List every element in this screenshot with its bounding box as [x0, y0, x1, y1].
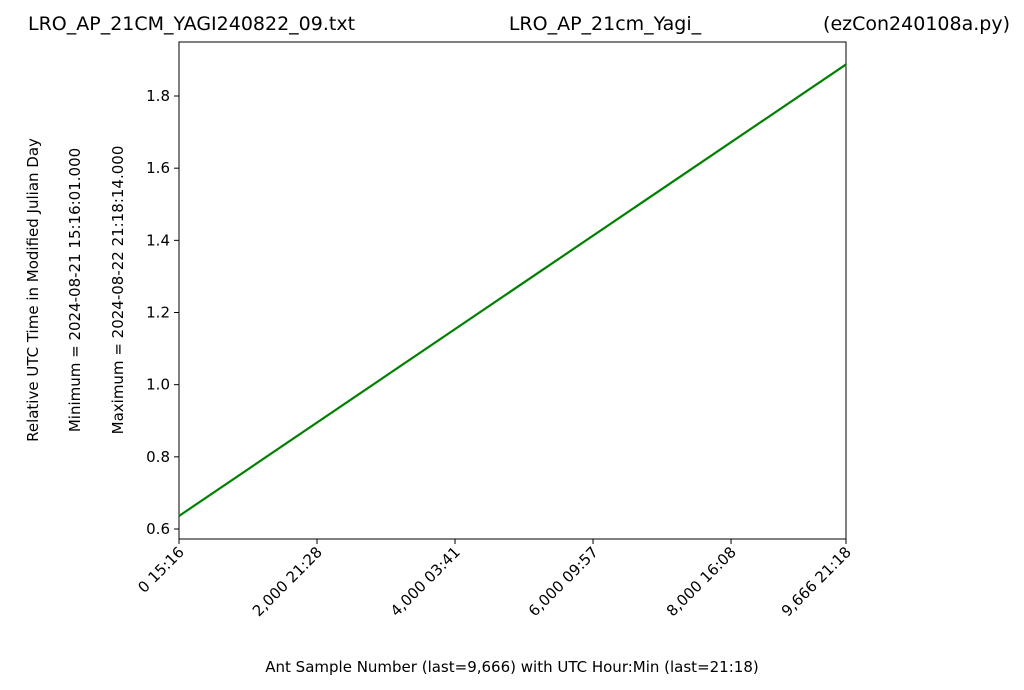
title-center: LRO_AP_21cm_Yagi_ [509, 13, 702, 35]
x-tick-label: 6,000 09:57 [525, 543, 602, 620]
y-axis-label: Maximum = 2024-08-22 21:18:14.000 [109, 146, 127, 435]
line-series [178, 63, 847, 517]
title-right: (ezCon240108a.py) [823, 13, 1010, 35]
y-axis-label: Minimum = 2024-08-21 15:16:01.000 [66, 148, 84, 432]
x-tick-label: 8,000 16:08 [663, 543, 740, 620]
y-tick-label: 1.0 [146, 376, 170, 394]
y-axis-label: Relative UTC Time in Modified Julian Day [24, 138, 42, 442]
x-axis-label: Ant Sample Number (last=9,666) with UTC … [265, 658, 758, 676]
y-tick-label: 0.8 [146, 448, 170, 466]
x-tick-label: 2,000 21:28 [249, 543, 326, 620]
y-tick-label: 1.8 [146, 87, 170, 105]
x-tick-label: 9,666 21:18 [778, 543, 855, 620]
y-tick-label: 1.6 [146, 159, 170, 177]
y-tick-label: 1.4 [146, 231, 170, 249]
x-tick-label: 4,000 03:41 [387, 543, 464, 620]
plot-frame [178, 41, 847, 540]
title-left: LRO_AP_21CM_YAGI240822_09.txt [28, 13, 355, 35]
y-tick-label: 0.6 [146, 520, 170, 538]
x-tick-label: 0 15:16 [134, 543, 187, 596]
y-tick-label: 1.2 [146, 304, 170, 322]
